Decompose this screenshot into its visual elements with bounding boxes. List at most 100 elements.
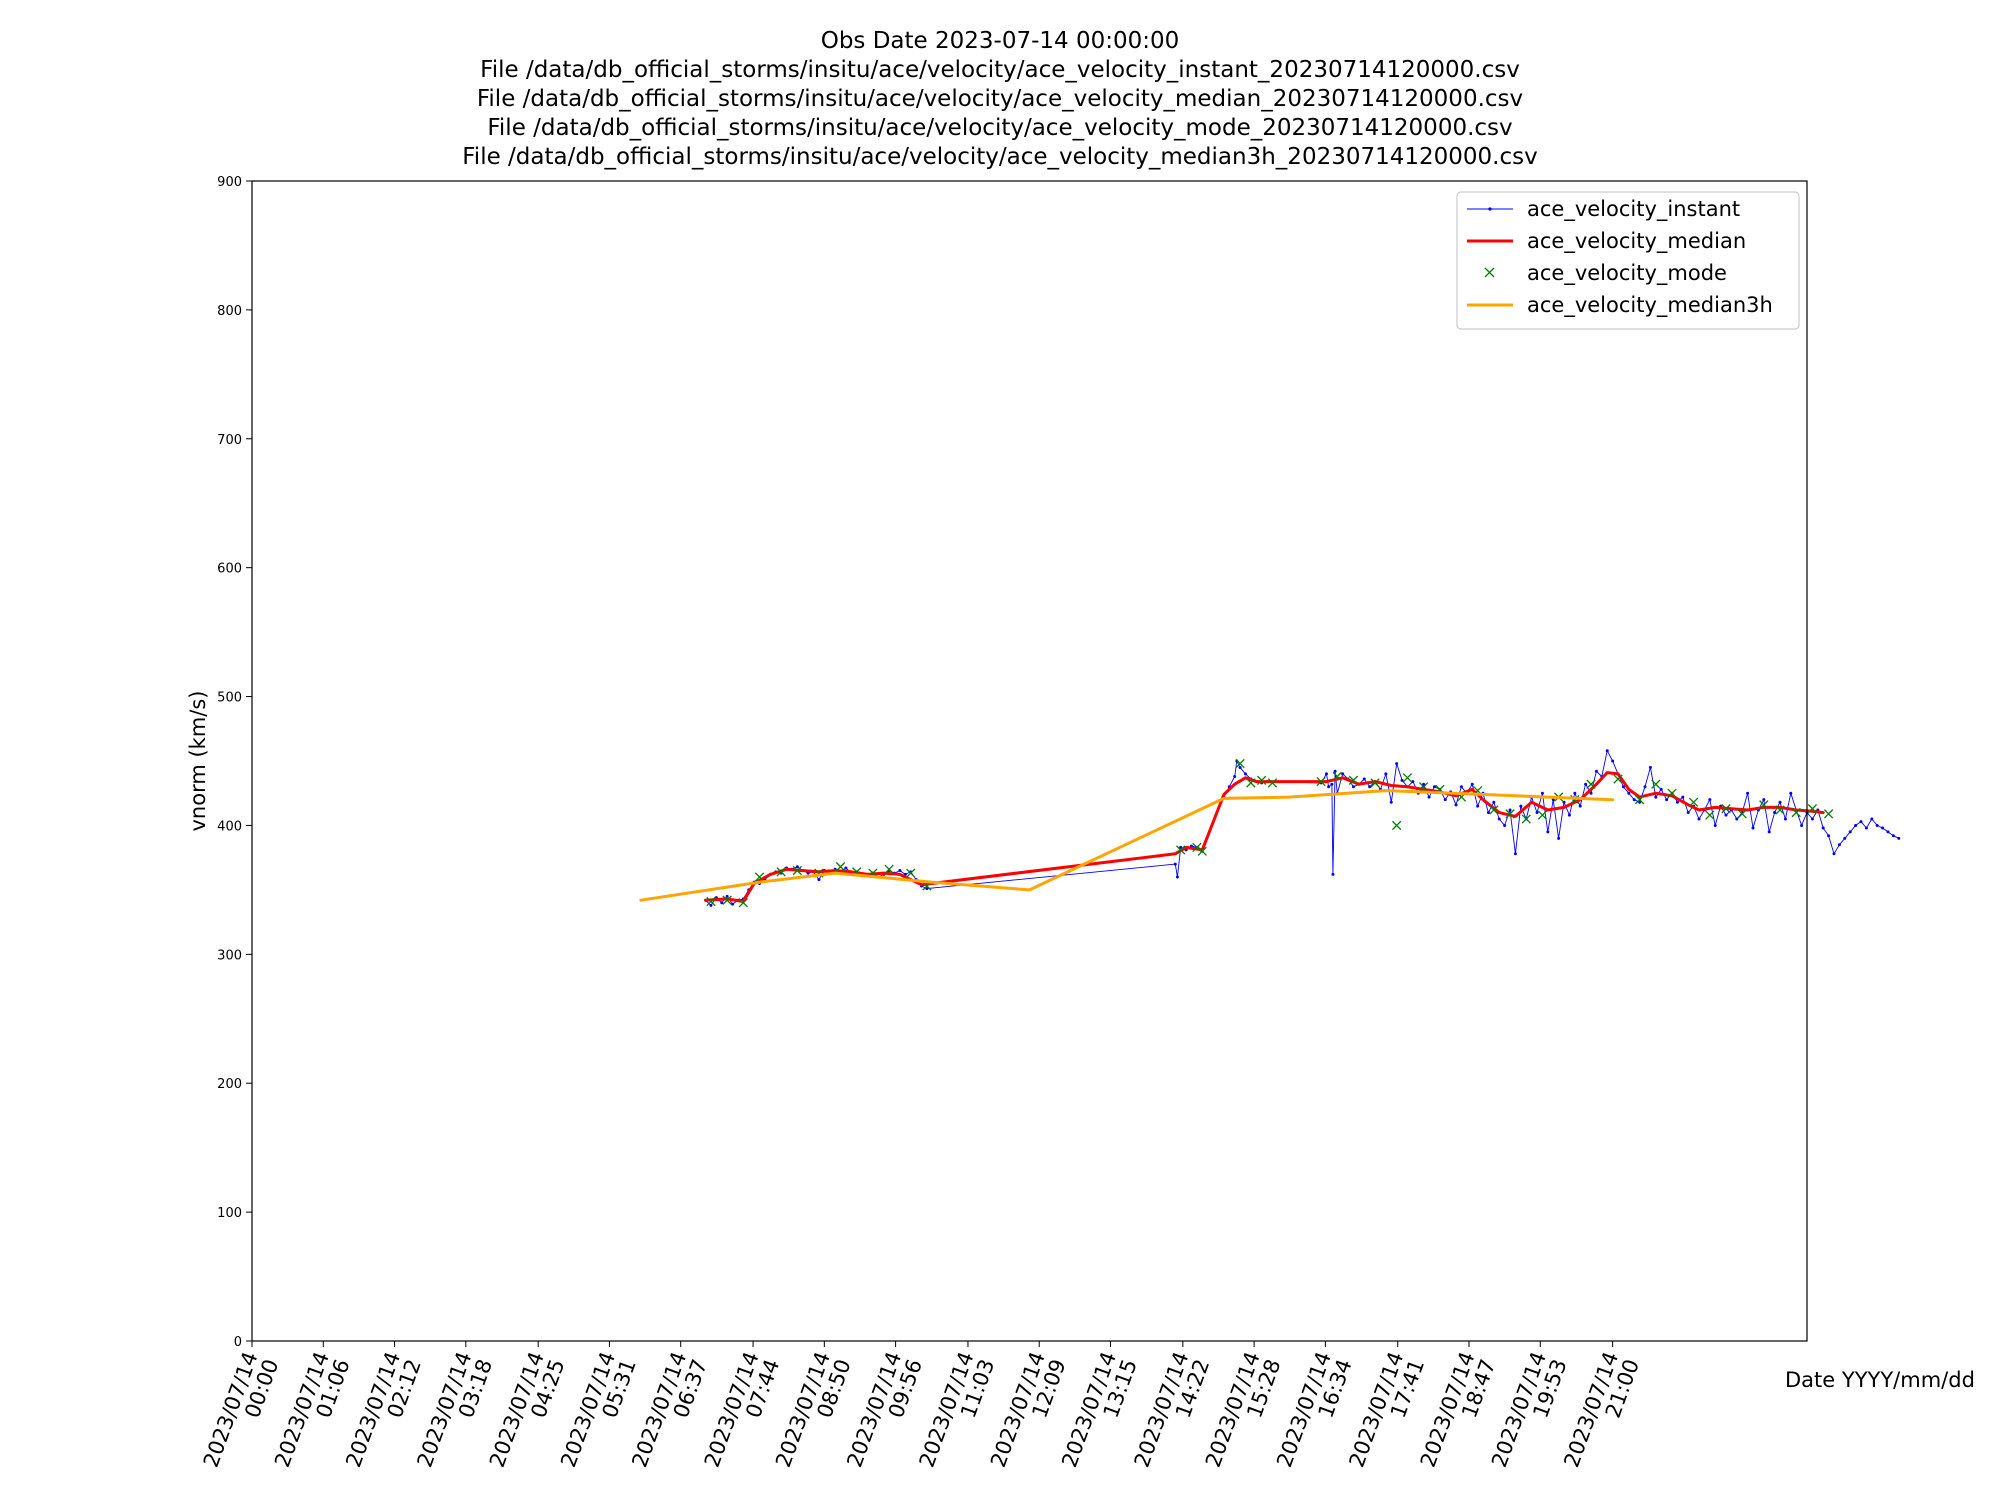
y-axis: 0 100 200 300 400 500 600 700 800 900 <box>217 175 252 1350</box>
ace-velocity-instant-point <box>925 887 929 891</box>
ace-velocity-mode-marker <box>706 896 716 907</box>
legend-label-instant: ace_velocity_instant <box>1527 197 1740 222</box>
ace-velocity-instant-point <box>1233 774 1237 778</box>
ace-velocity-mode-marker <box>1688 797 1699 807</box>
y-tick-label: 100 <box>217 1206 242 1221</box>
ace-velocity-instant-point <box>1746 791 1750 795</box>
ace-velocity-mode-marker <box>1192 842 1202 853</box>
ace-velocity-instant-point <box>844 866 848 870</box>
ace-velocity-mode-marker <box>1791 807 1801 818</box>
ace-velocity-instant-point <box>1864 826 1868 830</box>
ace-velocity-instant-point <box>1708 798 1712 802</box>
ace-velocity-mode-marker <box>722 895 732 905</box>
ace-velocity-mode-marker <box>1667 788 1677 798</box>
ace-velocity-instant-point <box>1870 817 1874 821</box>
ace-velocity-instant-point <box>1362 777 1366 781</box>
ace-velocity-instant-point <box>1675 800 1679 804</box>
ace-velocity-mode-marker <box>1537 810 1548 820</box>
ace-velocity-instant-point <box>898 869 902 873</box>
ace-velocity-instant-point <box>1173 862 1177 866</box>
ace-velocity-instant-point <box>817 878 821 882</box>
ace-velocity-instant-point <box>1546 830 1550 834</box>
ace-velocity-mode-marker <box>1402 773 1413 783</box>
ace-velocity-instant-point <box>1243 772 1247 776</box>
ace-velocity-instant-point <box>1875 823 1879 827</box>
ace-velocity-instant-point <box>1324 772 1328 776</box>
ace-velocity-instant-point <box>1881 826 1885 830</box>
ace-velocity-mode-marker <box>835 862 846 872</box>
ace-velocity-instant-point <box>1459 785 1463 789</box>
ace-velocity-instant-point <box>1395 762 1399 766</box>
chart-title-line: File /data/db_official_storms/insitu/ace… <box>462 144 1537 170</box>
ace-velocity-instant-point <box>1535 811 1539 815</box>
legend-box <box>1456 191 1800 330</box>
ace-velocity-instant-point <box>1654 795 1658 799</box>
ace-velocity-mode-marker <box>1823 809 1834 819</box>
ace-velocity-instant-point <box>1341 772 1345 776</box>
chart-title-line: File /data/db_official_storms/insitu/ace… <box>477 86 1523 112</box>
ace-velocity-mode-marker <box>776 867 786 877</box>
ace-velocity-instant-point <box>1330 782 1334 786</box>
ace-velocity-mode-marker <box>1257 775 1267 785</box>
ace-velocity-instant-point <box>1400 778 1404 782</box>
ace-velocity-instant-point <box>1567 813 1571 817</box>
ace-velocity-instant-point <box>1762 798 1766 802</box>
chart-titles: Obs Date 2023-07-14 00:00:00 File /data/… <box>462 28 1537 170</box>
ace-velocity-mode-marker <box>1651 779 1661 789</box>
ace-velocity-mode-marker <box>1348 775 1359 785</box>
ace-velocity-instant-point <box>1665 798 1669 802</box>
ace-velocity-instant-point <box>1843 836 1847 840</box>
ace-velocity-instant-point <box>1810 817 1814 821</box>
ace-velocity-instant-point <box>1789 791 1793 795</box>
ace-velocity-mode-marker <box>1267 778 1278 788</box>
ace-velocity-instant-point <box>1821 826 1825 830</box>
ace-velocity-instant-point <box>1778 800 1782 804</box>
ace-velocity-instant-point <box>1519 804 1523 808</box>
ace-velocity-instant-point <box>1681 795 1685 799</box>
y-axis-label: vnorm (km/s) <box>186 690 210 831</box>
ace-velocity-instant-point <box>1351 785 1355 789</box>
ace-velocity-instant-point <box>1648 765 1652 769</box>
y-tick-label: 200 <box>217 1077 242 1092</box>
ace-velocity-instant-point <box>1384 772 1388 776</box>
legend-swatch-instant-dot <box>1488 207 1492 211</box>
ace-velocity-instant-point <box>1891 834 1895 838</box>
ace-velocity-instant-point <box>1497 817 1501 821</box>
ace-velocity-instant-point <box>1327 785 1331 789</box>
ace-velocity-instant-point <box>1724 813 1728 817</box>
ace-velocity-instant-point <box>1800 823 1804 827</box>
ace-velocity-instant-point <box>1751 826 1755 830</box>
plot-frame <box>251 180 1808 1342</box>
ace-velocity-instant-point <box>1897 836 1901 840</box>
legend-label-median3h: ace_velocity_median3h <box>1527 293 1773 318</box>
legend: ace_velocity_instant ace_velocity_median… <box>1456 191 1800 330</box>
ace-velocity-instant-point <box>1492 800 1496 804</box>
ace-velocity-instant-point <box>1557 836 1561 840</box>
ace-velocity-instant-point <box>1848 830 1852 834</box>
ace-velocity-instant-point <box>1562 800 1566 804</box>
ace-velocity-mode-marker <box>738 898 748 908</box>
ace-velocity-instant-point <box>1827 834 1831 838</box>
ace-velocity-instant-point <box>1573 791 1577 795</box>
chart-title-line: Obs Date 2023-07-14 00:00:00 <box>821 28 1180 54</box>
ace-velocity-mode-marker <box>884 864 894 874</box>
ace-velocity-instant-point <box>725 894 729 898</box>
ace-velocity-instant-point <box>1621 785 1625 789</box>
ace-velocity-instant-point <box>720 901 724 905</box>
ace-velocity-instant-point <box>1331 872 1335 876</box>
ace-velocity-instant-point <box>1859 820 1863 824</box>
ace-velocity-instant-point <box>1611 759 1615 763</box>
ace-velocity-instant-point <box>1735 817 1739 821</box>
chart-title-line: File /data/db_official_storms/insitu/ace… <box>480 57 1520 83</box>
ace-velocity-instant-point <box>1638 800 1642 804</box>
ace-velocity-instant-point <box>1773 811 1777 815</box>
y-tick-label: 800 <box>217 304 242 319</box>
series-layer <box>639 749 1901 908</box>
ace-velocity-instant-point <box>1454 803 1458 807</box>
y-tick-label: 400 <box>217 819 242 834</box>
ace-velocity-instant-point <box>1432 785 1436 789</box>
ace-velocity-mode-marker <box>1246 778 1256 788</box>
ace-velocity-instant-point <box>1503 823 1507 827</box>
ace-velocity-mode-marker <box>1316 776 1326 787</box>
ace-velocity-instant-point <box>1179 845 1183 849</box>
